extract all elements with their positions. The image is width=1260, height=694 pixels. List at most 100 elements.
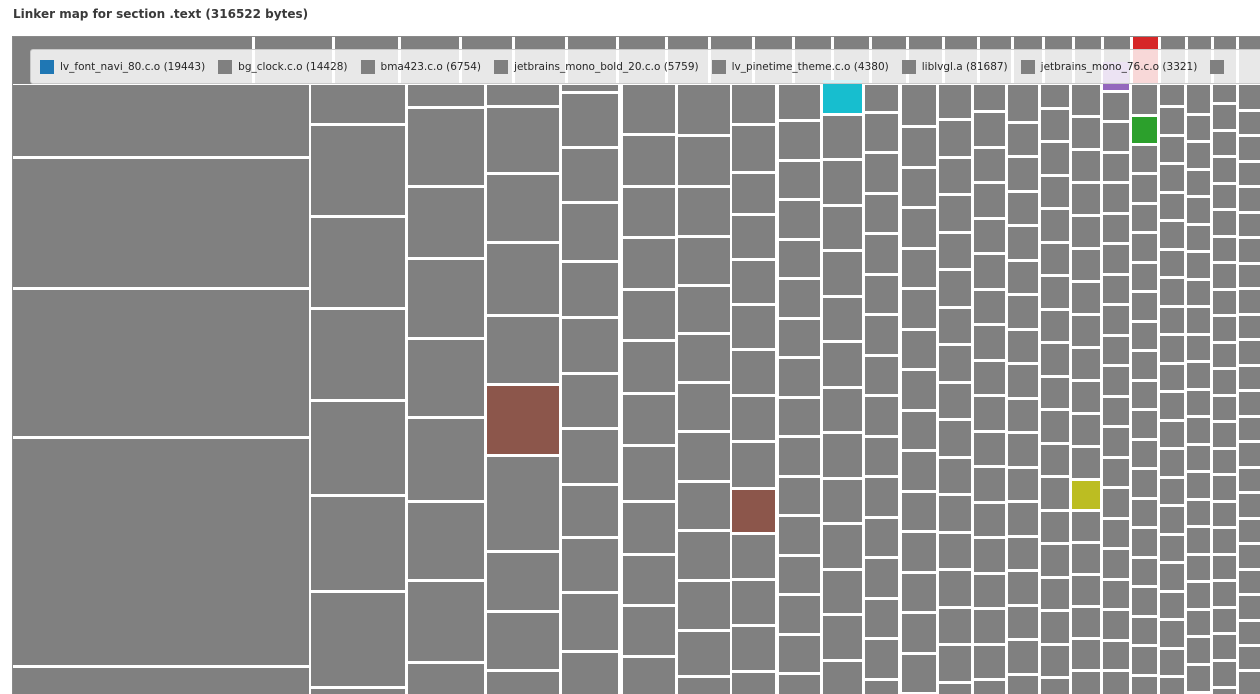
treemap-cell	[902, 493, 936, 530]
treemap-cell	[311, 85, 405, 123]
treemap-cell	[1187, 446, 1210, 470]
treemap-cell	[939, 85, 971, 118]
treemap-cell	[1187, 116, 1210, 140]
treemap-cell	[865, 397, 898, 435]
treemap-cell	[1041, 411, 1069, 442]
treemap-cell	[1103, 489, 1129, 517]
legend-item: bma423.c.o (6754)	[360, 59, 481, 74]
treemap-cell	[408, 664, 484, 694]
treemap-cell	[678, 678, 730, 694]
treemap-cell	[1103, 337, 1129, 364]
treemap-cell	[1187, 473, 1210, 498]
treemap-cell	[779, 636, 820, 672]
treemap-cell	[1103, 184, 1129, 212]
treemap-cell	[1132, 647, 1157, 674]
treemap-cell	[939, 346, 971, 381]
treemap-cell	[562, 594, 618, 650]
treemap-cell	[939, 534, 971, 568]
treemap-cell	[865, 600, 898, 637]
treemap-cell	[1103, 611, 1129, 639]
treemap-cell	[1041, 344, 1069, 375]
legend-swatch-icon	[360, 59, 375, 74]
treemap-cell	[1213, 185, 1236, 208]
treemap-cell	[1132, 234, 1157, 261]
treemap-cell	[1160, 108, 1184, 134]
treemap-cell	[1239, 571, 1260, 593]
treemap-cell	[1008, 572, 1038, 604]
treemap-cell	[1160, 336, 1184, 362]
treemap-cell	[1008, 503, 1038, 535]
treemap-cell	[1239, 469, 1260, 491]
treemap-cell	[1160, 222, 1184, 248]
treemap-cell	[779, 201, 820, 238]
treemap-cell	[1239, 112, 1260, 134]
treemap-cell	[1187, 638, 1210, 663]
treemap-cell	[939, 159, 971, 193]
treemap-cell	[1041, 210, 1069, 241]
treemap-cell	[408, 340, 484, 416]
treemap-cell	[1160, 365, 1184, 390]
treemap-cell	[1008, 365, 1038, 397]
treemap-cell	[678, 384, 730, 430]
treemap-cell	[1008, 641, 1038, 673]
treemap-cell	[1160, 165, 1184, 191]
treemap-cell	[1160, 450, 1184, 476]
treemap-cell	[1072, 349, 1100, 379]
treemap-cell	[1132, 529, 1157, 556]
treemap-cell	[1239, 341, 1260, 364]
treemap-cell	[487, 613, 559, 669]
treemap-cell	[1132, 559, 1157, 585]
page-title: Linker map for section .text (316522 byt…	[13, 7, 309, 21]
treemap-cell	[939, 459, 971, 493]
treemap-cell	[1041, 378, 1069, 408]
treemap-cell	[823, 207, 862, 249]
treemap-cell	[779, 280, 820, 317]
treemap-cell	[939, 271, 971, 306]
treemap-cell	[823, 525, 862, 568]
treemap-cell	[562, 653, 618, 694]
treemap-cell	[562, 319, 618, 372]
treemap-cell	[939, 309, 971, 343]
treemap-cell	[1008, 193, 1038, 224]
treemap-cell	[974, 85, 1005, 110]
treemap-cell	[562, 486, 618, 536]
treemap-cell	[974, 362, 1005, 394]
treemap-cell	[1213, 529, 1236, 553]
treemap-cell	[732, 443, 775, 487]
treemap-cell	[1041, 545, 1069, 576]
treemap-cell	[902, 655, 936, 692]
treemap-cell	[823, 480, 862, 522]
treemap-cell	[902, 412, 936, 449]
treemap-cell	[678, 85, 730, 134]
treemap-cell	[1160, 536, 1184, 561]
treemap-cell	[623, 342, 675, 392]
legend-swatch-icon	[1020, 59, 1035, 74]
treemap-cell	[1041, 143, 1069, 174]
treemap-cell	[939, 609, 971, 643]
treemap-cell	[974, 220, 1005, 252]
treemap-cell	[779, 557, 820, 593]
treemap-cell	[1041, 646, 1069, 676]
treemap-cell	[408, 188, 484, 257]
treemap-cell	[1187, 501, 1210, 525]
treemap-cell	[779, 399, 820, 435]
treemap-cell	[974, 681, 1005, 694]
legend-item: jetbrains_mono_76.c.o (3321)	[1020, 59, 1197, 74]
treemap-cell	[311, 497, 405, 590]
treemap-cell	[823, 161, 862, 204]
treemap-cell	[1132, 264, 1157, 290]
treemap-cell	[974, 610, 1005, 643]
treemap-cell	[1160, 137, 1184, 162]
treemap-cell	[1239, 239, 1260, 262]
treemap-cell	[1160, 194, 1184, 219]
treemap-cell	[902, 128, 936, 166]
treemap-cell	[1187, 556, 1210, 580]
treemap-cell	[865, 519, 898, 556]
legend-item: jetbrains_mono_bold_20.c.o (5759)	[494, 59, 699, 74]
treemap-cell	[678, 483, 730, 529]
treemap-cell	[1072, 415, 1100, 445]
treemap-cell	[974, 397, 1005, 430]
treemap-cell	[1160, 621, 1184, 647]
treemap-cell	[1072, 672, 1100, 694]
treemap-cell	[823, 616, 862, 659]
